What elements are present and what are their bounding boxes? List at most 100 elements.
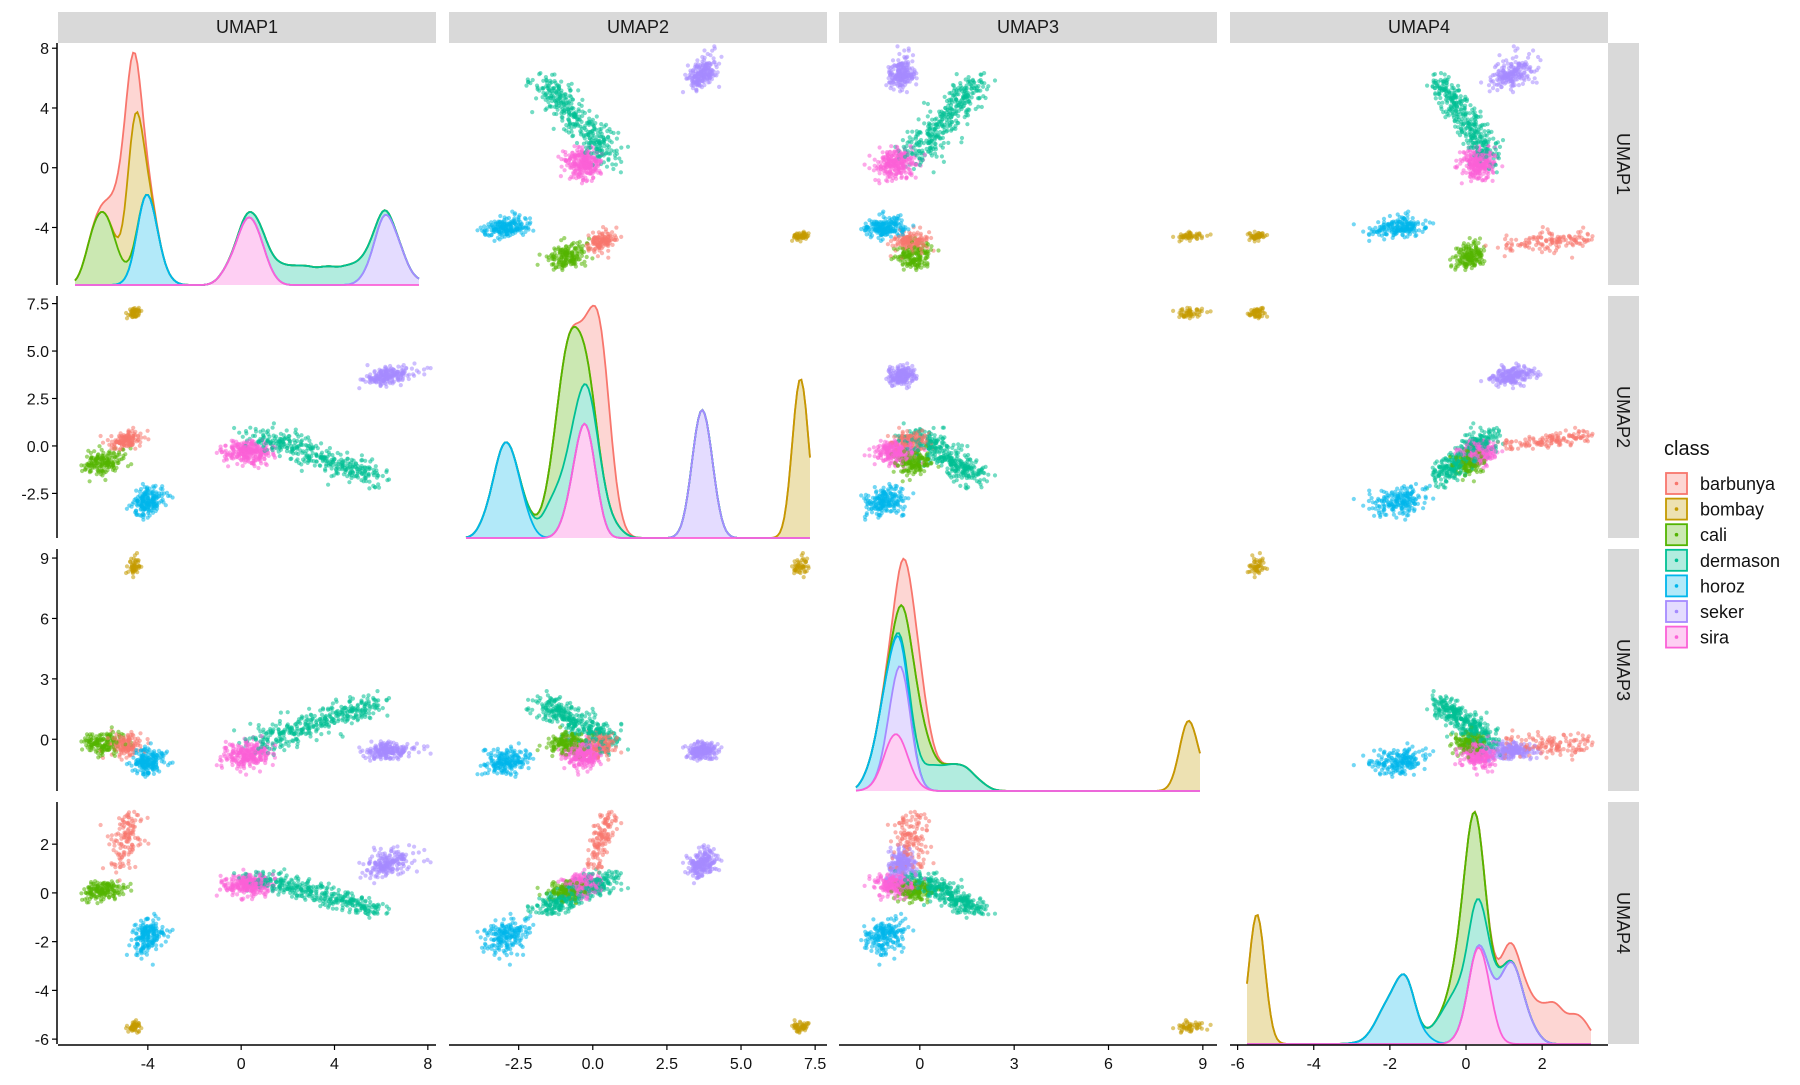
data-point-horoz: [1427, 220, 1432, 225]
data-point-dermason: [960, 97, 965, 102]
data-point-horoz: [893, 220, 898, 225]
data-point-dermason: [1458, 97, 1463, 102]
data-point-sira: [559, 164, 564, 169]
data-point-barbunya: [586, 247, 591, 252]
data-point-barbunya: [610, 230, 615, 235]
data-point-barbunya: [1552, 251, 1557, 256]
data-point-horoz: [492, 238, 497, 243]
data-point-dermason: [1452, 88, 1457, 93]
data-point-dermason: [933, 122, 939, 127]
data-point-dermason: [541, 78, 546, 83]
data-point-sira: [1458, 157, 1463, 162]
data-point-cali: [551, 261, 556, 266]
data-point-horoz: [145, 515, 150, 520]
data-point-sira: [888, 167, 893, 172]
data-point-dermason: [525, 77, 530, 82]
data-point-cali: [553, 265, 559, 270]
data-point-cali: [80, 468, 85, 474]
data-point-sira: [889, 144, 894, 149]
data-point-seker: [696, 78, 702, 83]
data-point-dermason: [243, 429, 249, 434]
data-point-dermason: [550, 91, 555, 96]
data-point-dermason: [1497, 144, 1503, 149]
data-point-dermason: [619, 145, 624, 150]
data-point-dermason: [963, 100, 968, 106]
data-point-horoz: [1405, 234, 1410, 239]
data-point-horoz: [862, 228, 868, 233]
data-point-barbunya: [1537, 246, 1542, 251]
data-point-dermason: [964, 113, 969, 118]
data-point-seker: [680, 90, 686, 95]
data-point-dermason: [916, 117, 921, 122]
data-point-dermason: [367, 486, 372, 491]
data-point-bombay: [1180, 233, 1185, 238]
data-point-seker: [1521, 65, 1526, 70]
data-point-cali: [928, 247, 934, 252]
data-point-horoz: [1389, 221, 1394, 226]
data-point-dermason: [1472, 140, 1477, 146]
data-point-horoz: [1394, 231, 1399, 236]
data-point-horoz: [1391, 227, 1396, 233]
data-point-dermason: [267, 434, 272, 439]
data-point-seker: [1496, 69, 1501, 74]
data-point-cali: [129, 462, 134, 467]
data-point-seker: [1534, 80, 1539, 85]
data-point-barbunya: [592, 250, 597, 255]
data-point-seker: [906, 46, 911, 51]
data-point-dermason: [984, 87, 990, 92]
data-point-seker: [414, 368, 419, 373]
data-point-sira: [1467, 153, 1472, 158]
data-point-dermason: [271, 421, 276, 426]
data-point-horoz: [883, 216, 888, 221]
data-point-dermason: [299, 462, 304, 467]
data-point-dermason: [953, 126, 958, 131]
data-point-horoz: [495, 235, 500, 240]
data-point-dermason: [936, 133, 941, 138]
data-point-dermason: [551, 126, 556, 131]
data-point-dermason: [1484, 149, 1489, 154]
data-point-dermason: [977, 96, 982, 101]
data-point-dermason: [1438, 77, 1443, 83]
data-point-dermason: [554, 104, 559, 110]
data-point-dermason: [548, 81, 553, 86]
data-point-barbunya: [619, 234, 624, 239]
data-point-dermason: [606, 156, 611, 161]
data-point-horoz: [482, 224, 487, 229]
data-point-seker: [1513, 68, 1518, 73]
data-point-seker: [910, 59, 915, 64]
data-point-dermason: [559, 111, 564, 116]
data-point-dermason: [1461, 141, 1466, 146]
data-point-seker: [888, 69, 894, 74]
data-point-seker: [689, 73, 694, 78]
data-point-cali: [572, 261, 577, 266]
data-point-sira: [240, 463, 245, 468]
data-point-sira: [891, 159, 896, 164]
data-point-dermason: [579, 119, 584, 124]
data-point-dermason: [1456, 83, 1461, 88]
data-point-cali: [84, 454, 90, 459]
data-point-sira: [576, 174, 581, 179]
data-point-dermason: [1478, 109, 1483, 114]
data-point-cali: [1463, 261, 1468, 266]
data-point-dermason: [604, 150, 609, 155]
data-point-cali: [1461, 246, 1466, 251]
data-point-barbunya: [614, 225, 619, 230]
data-point-dermason: [543, 97, 548, 102]
data-point-seker: [703, 61, 709, 66]
strip-label: UMAP3: [997, 17, 1059, 37]
data-point-dermason: [1478, 114, 1483, 119]
data-point-sira: [899, 171, 904, 176]
data-point-seker: [1515, 46, 1520, 51]
data-point-seker: [702, 83, 707, 88]
data-point-horoz: [889, 217, 894, 222]
density-area-cali: [75, 194, 419, 285]
strip-label: UMAP4: [1613, 892, 1633, 954]
data-point-horoz: [867, 218, 872, 223]
data-point-dermason: [1466, 141, 1471, 146]
data-point-dermason: [569, 81, 574, 86]
data-point-dermason: [1483, 133, 1488, 138]
data-point-dermason: [1459, 130, 1465, 135]
data-point-cali: [901, 267, 906, 272]
data-point-horoz: [1385, 222, 1390, 227]
data-point-cali: [1477, 236, 1483, 241]
